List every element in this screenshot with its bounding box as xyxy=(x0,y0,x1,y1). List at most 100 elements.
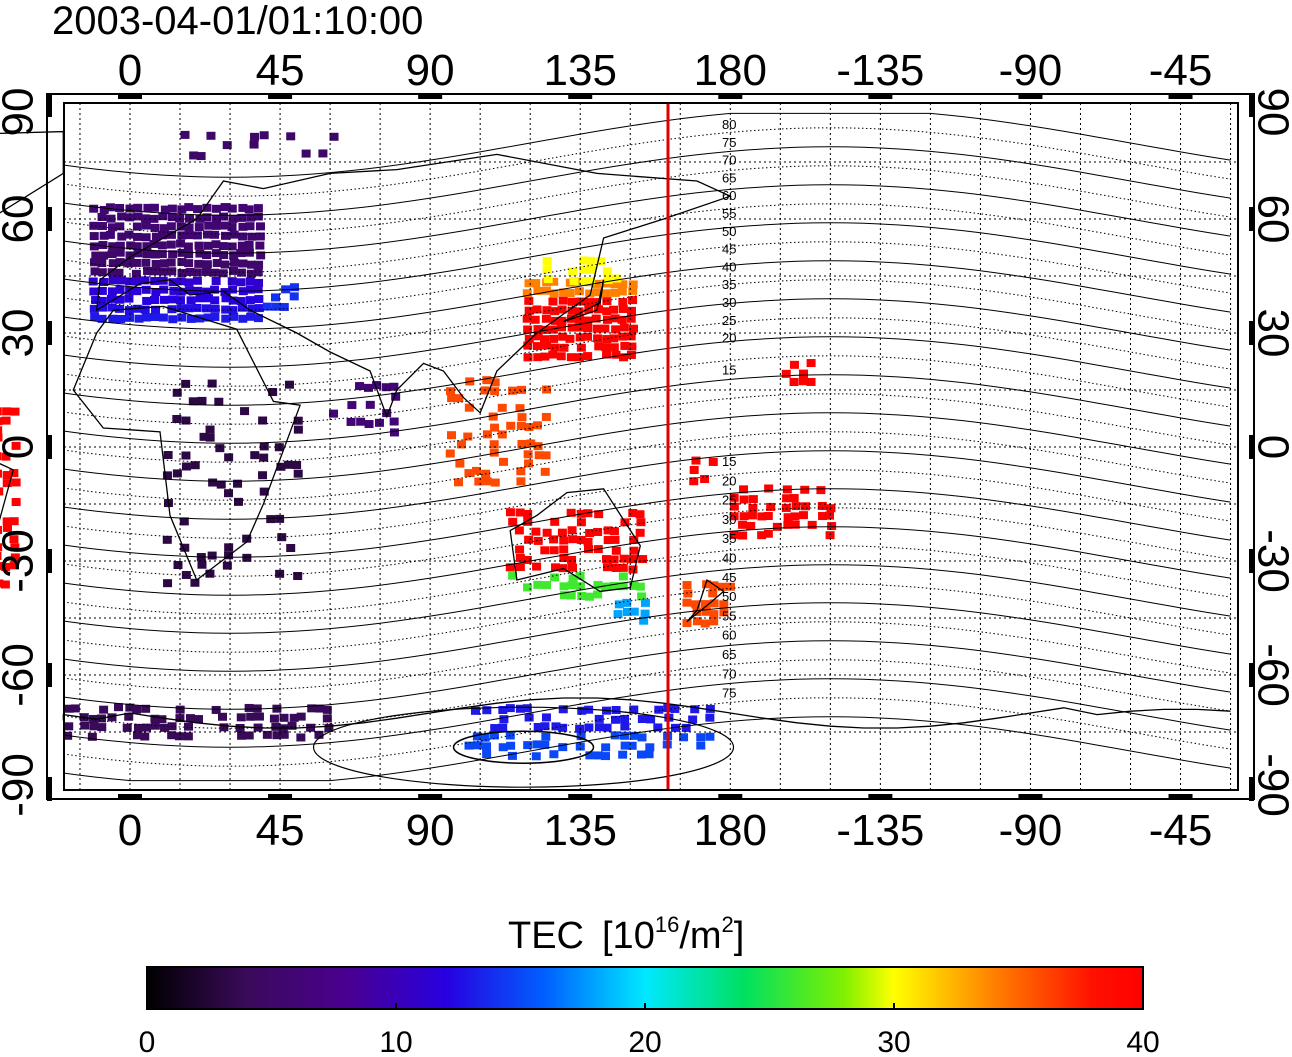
tec-cell xyxy=(515,704,525,713)
frame-tick-top xyxy=(568,94,593,99)
tec-cell xyxy=(158,212,168,221)
tec-cell xyxy=(515,508,525,517)
tec-cell xyxy=(196,152,206,161)
tec-cell xyxy=(233,497,243,506)
frame-tick-left xyxy=(47,321,52,345)
tec-cell xyxy=(142,296,152,305)
tec-cell xyxy=(516,477,526,486)
tec-cell xyxy=(620,741,630,750)
tec-cell xyxy=(254,304,264,313)
geomag-label-north: 35 xyxy=(722,277,736,292)
geomag-contour xyxy=(63,184,1231,254)
tec-cell xyxy=(116,314,126,323)
geomag-contour xyxy=(63,374,1231,444)
tec-cell xyxy=(763,512,773,521)
frame-tick-right xyxy=(1249,777,1254,801)
tec-cell xyxy=(1,562,11,571)
tec-cell xyxy=(219,723,229,732)
tec-cell xyxy=(682,598,692,607)
tec-cell xyxy=(575,742,585,751)
tec-cell xyxy=(701,607,711,616)
tec-cell xyxy=(150,312,160,321)
tec-cell xyxy=(577,706,587,715)
tec-cell xyxy=(718,582,728,591)
tec-cell xyxy=(568,535,578,544)
tec-cell xyxy=(158,231,168,240)
tec-cell xyxy=(255,232,265,241)
geomag-contour xyxy=(63,298,1231,368)
tec-cell xyxy=(117,232,127,241)
tec-cell xyxy=(614,600,624,609)
tec-cell xyxy=(618,582,628,591)
tec-cell xyxy=(389,417,399,426)
geomag-contour xyxy=(63,127,1231,197)
tec-cell xyxy=(532,740,542,749)
tec-cell xyxy=(236,713,246,722)
tec-cell xyxy=(629,581,639,590)
tec-cell xyxy=(729,493,739,502)
tec-cell xyxy=(228,266,238,275)
tec-cell xyxy=(228,285,238,294)
geomag-label-south: 60 xyxy=(722,628,736,643)
tec-cell xyxy=(619,554,629,563)
left-latitude-tick: 60 xyxy=(0,195,43,244)
tec-cell xyxy=(579,256,589,265)
outer-frame xyxy=(46,93,1255,800)
tec-cell xyxy=(464,403,474,412)
tec-cell xyxy=(548,325,558,334)
tec-cell xyxy=(167,204,177,213)
tec-cell xyxy=(0,426,3,435)
tec-cell xyxy=(206,131,216,140)
tec-cell xyxy=(508,517,518,526)
top-longitude-tick: -135 xyxy=(836,46,924,95)
tec-cell xyxy=(256,251,266,260)
tec-cell xyxy=(183,242,193,251)
tec-cell xyxy=(447,431,457,440)
tec-cell xyxy=(253,285,263,294)
tec-cell xyxy=(708,589,718,598)
tec-cell xyxy=(177,205,187,214)
tec-cell xyxy=(132,277,142,286)
geomag-label-south: 50 xyxy=(722,589,736,604)
tec-cell xyxy=(185,714,195,723)
tec-cell xyxy=(347,401,357,410)
tec-cell xyxy=(197,396,207,405)
tec-cell xyxy=(618,332,628,341)
tec-cell xyxy=(490,378,500,387)
tec-cell xyxy=(747,511,757,520)
tec-cell xyxy=(827,522,837,531)
tec-cell xyxy=(10,553,20,562)
tec-cell xyxy=(515,545,525,554)
tec-cell xyxy=(497,430,507,439)
tec-cell xyxy=(202,213,212,222)
tec-cell xyxy=(108,276,118,285)
tec-cell xyxy=(255,241,265,250)
tec-cell xyxy=(739,485,749,494)
tec-cell xyxy=(523,509,533,518)
colorbar-unit-exponent-2: 2 xyxy=(722,912,734,937)
tec-cell xyxy=(175,296,185,305)
frame-tick-top xyxy=(1168,94,1193,99)
tec-cell xyxy=(131,258,141,267)
tec-cell xyxy=(293,425,303,434)
tec-cell xyxy=(259,442,269,451)
tec-cell xyxy=(210,312,220,321)
tec-cell xyxy=(517,413,527,422)
tec-cell xyxy=(99,231,109,240)
tec-cell xyxy=(372,381,382,390)
tec-cell xyxy=(202,251,212,260)
frame-tick-left xyxy=(47,663,52,687)
tec-cell xyxy=(542,306,552,315)
tec-cell xyxy=(0,543,3,552)
tec-cell xyxy=(473,741,483,750)
top-longitude-tick: 90 xyxy=(406,46,455,95)
tec-cell xyxy=(543,275,553,284)
tec-cell xyxy=(708,457,718,466)
tec-cell xyxy=(567,526,577,535)
tec-cell xyxy=(176,239,186,248)
tec-cell xyxy=(97,222,107,231)
tec-cell xyxy=(640,598,650,607)
tec-cell xyxy=(628,509,638,518)
tec-cell xyxy=(583,537,593,546)
